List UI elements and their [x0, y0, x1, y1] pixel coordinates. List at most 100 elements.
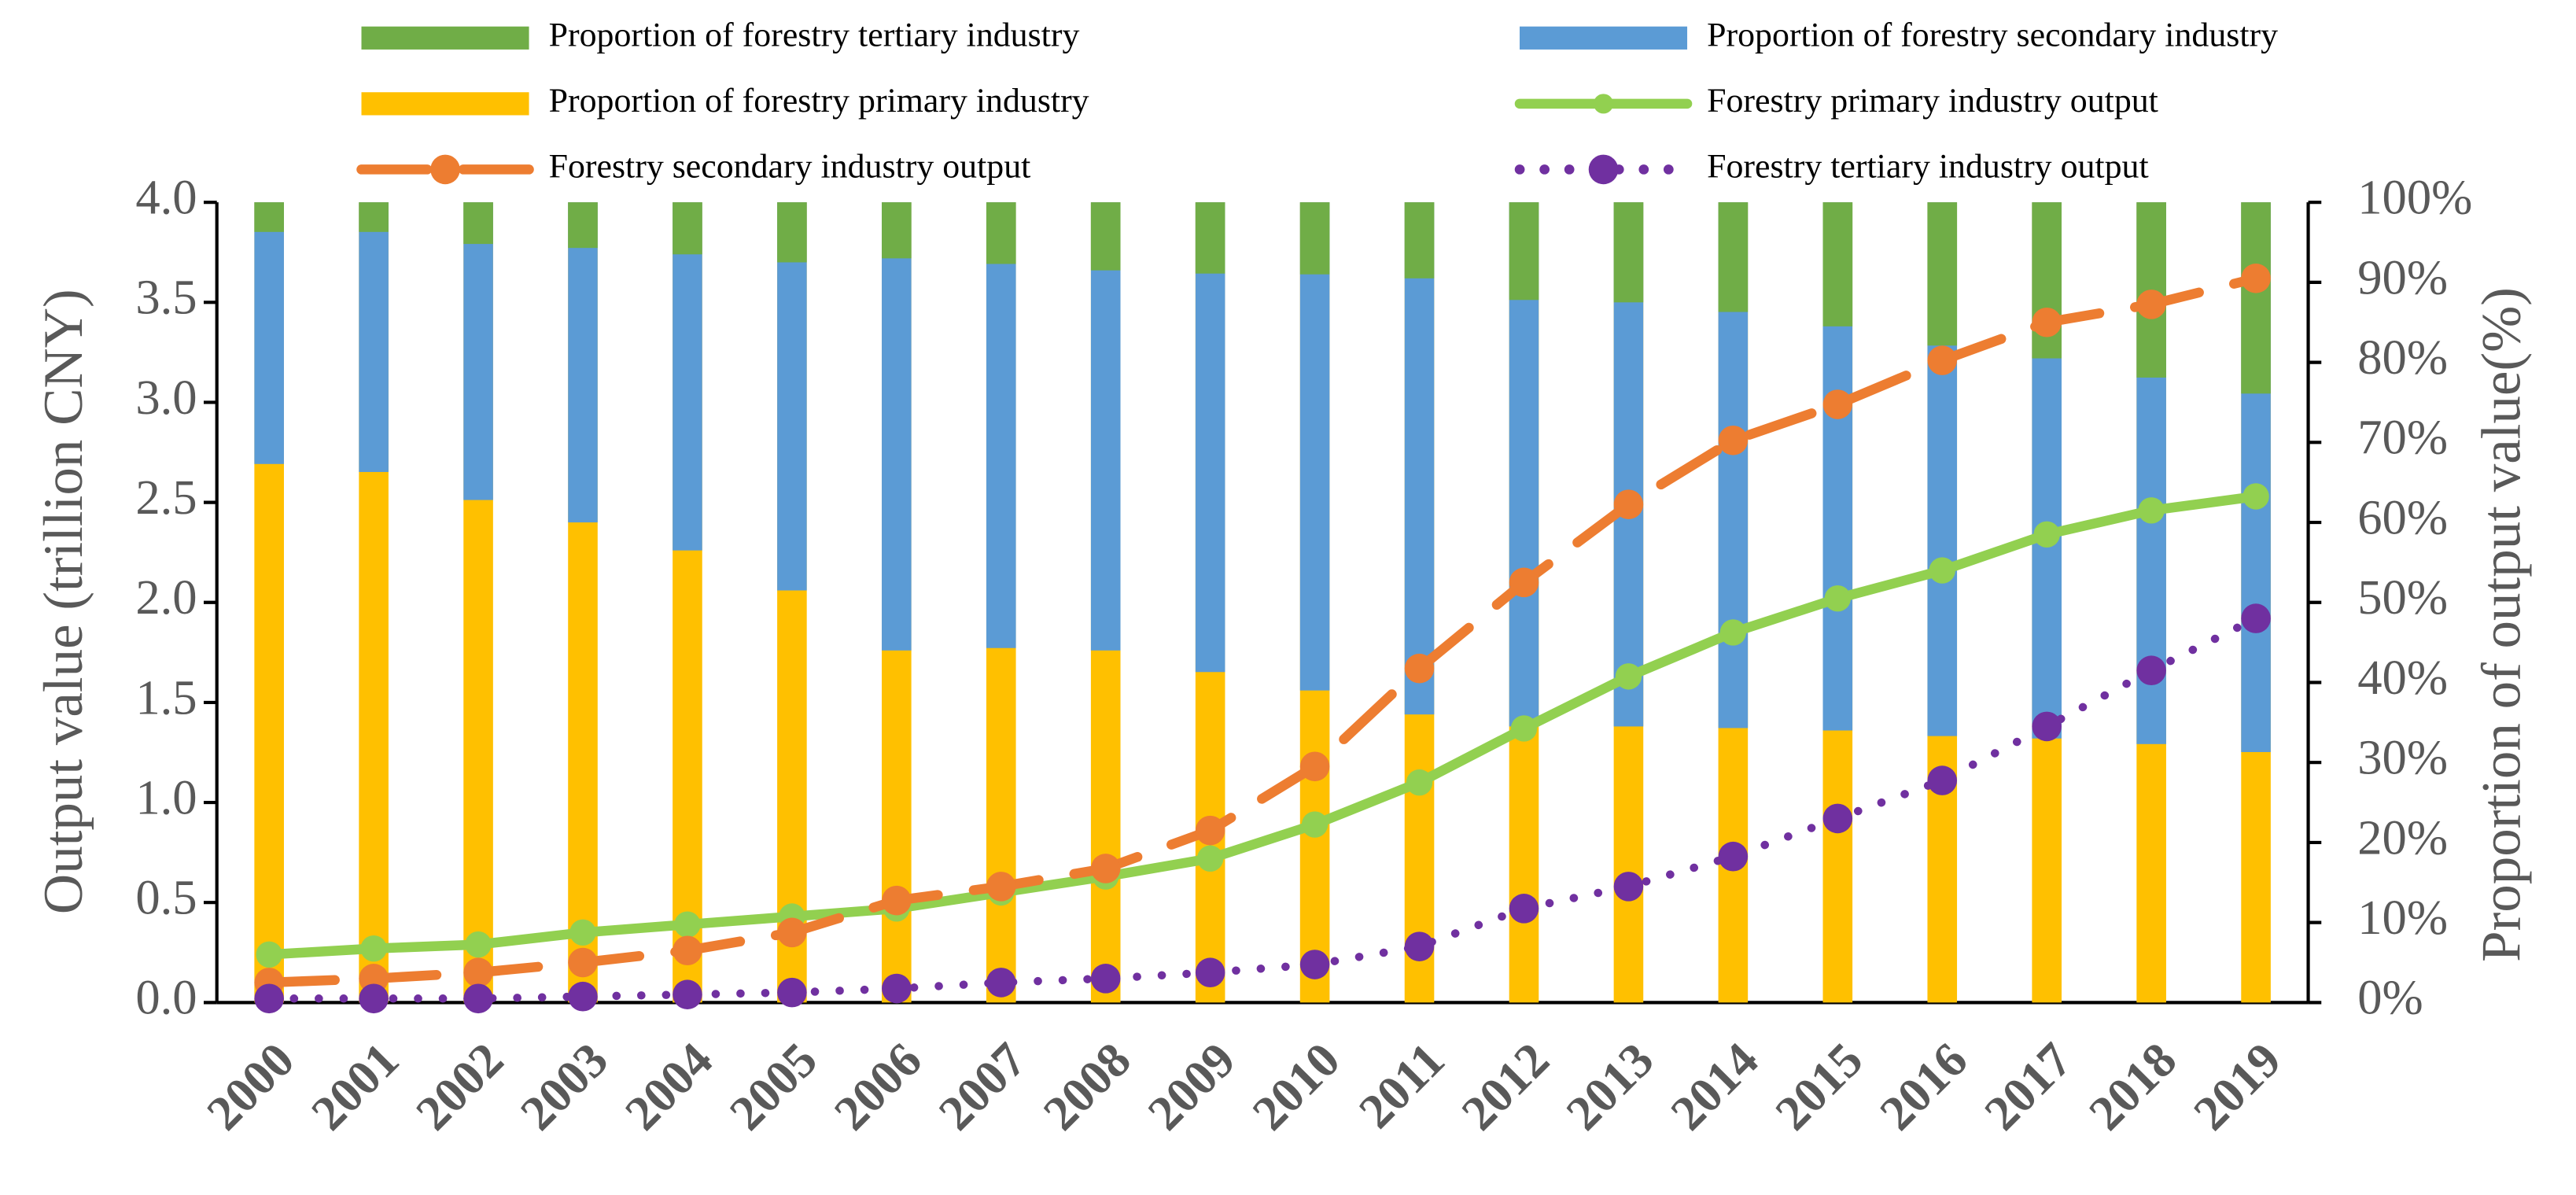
- line-marker: [1719, 619, 1747, 646]
- line-marker: [1404, 931, 1435, 961]
- bar-segment: [1404, 202, 1435, 278]
- line-marker: [2242, 483, 2269, 510]
- y2-tick-label: 90%: [2357, 249, 2448, 304]
- line-marker: [1927, 345, 1958, 375]
- line-marker: [1927, 765, 1958, 795]
- line-marker: [465, 931, 492, 958]
- bar-segment: [673, 202, 702, 551]
- line-marker: [1509, 894, 1539, 924]
- bar-segment: [1822, 202, 1853, 326]
- bar-segment: [882, 202, 912, 651]
- line-marker: [673, 935, 702, 966]
- line-marker: [882, 973, 912, 1004]
- line-marker: [2136, 655, 2166, 686]
- bar-segment: [882, 202, 912, 259]
- y-tick-label: 2.0: [135, 570, 197, 625]
- x-tick-label: 2002: [405, 1032, 514, 1141]
- legend-marker: [1593, 94, 1614, 114]
- bar-segment: [254, 202, 284, 464]
- bar-segment: [359, 202, 389, 472]
- y-tick-label: 1.0: [135, 769, 197, 824]
- line: [263, 273, 2261, 988]
- line-marker: [463, 957, 493, 988]
- line-marker: [1615, 663, 1642, 690]
- x-tick-label: 2014: [1660, 1032, 1768, 1141]
- line-marker: [1404, 653, 1435, 684]
- legend-swatch: [361, 92, 529, 116]
- x-tick-label: 2005: [719, 1032, 827, 1141]
- line-marker: [986, 872, 1016, 902]
- bar-segment: [463, 202, 493, 245]
- x-tick-label: 2010: [1242, 1032, 1351, 1141]
- line-marker: [2241, 264, 2271, 293]
- line-marker: [359, 983, 389, 1014]
- y-tick-label: 3.0: [135, 370, 197, 425]
- line-marker: [1090, 964, 1121, 994]
- line-marker: [1824, 585, 1852, 612]
- legend-label: Proportion of forestry primary industry: [549, 82, 1089, 120]
- line-marker: [1929, 557, 1955, 584]
- bar-segment: [1299, 202, 1330, 275]
- line-marker: [2138, 497, 2165, 524]
- bar-segment: [568, 202, 598, 249]
- line-marker: [254, 983, 284, 1014]
- line-marker: [1090, 854, 1121, 883]
- line-marker: [1299, 950, 1330, 979]
- bar-segment: [463, 202, 493, 500]
- y2-tick-label: 50%: [2357, 570, 2448, 625]
- y2-axis-title: Proportion of output value(%): [2471, 287, 2533, 962]
- legend-label: Forestry secondary industry output: [549, 147, 1031, 185]
- line: [264, 614, 2261, 1003]
- line-marker: [1718, 841, 1749, 872]
- y2-tick-label: 70%: [2357, 410, 2448, 465]
- line-marker: [568, 981, 598, 1012]
- y2-tick-label: 0%: [2357, 970, 2423, 1025]
- line-marker: [882, 885, 912, 916]
- line-marker: [256, 941, 282, 968]
- line-marker: [1195, 815, 1225, 846]
- x-tick-label: 2006: [824, 1032, 932, 1141]
- line-marker: [1301, 811, 1329, 838]
- y-tick-label: 1.5: [135, 669, 197, 725]
- y2-tick-label: 60%: [2357, 489, 2448, 544]
- y2-tick-label: 10%: [2357, 890, 2448, 945]
- line-marker: [674, 911, 701, 938]
- bar-segment: [1090, 202, 1121, 651]
- y2-tick-label: 40%: [2357, 650, 2448, 705]
- legend-swatch: [1519, 26, 1688, 50]
- line-marker: [1509, 567, 1539, 598]
- line-marker: [673, 979, 702, 1009]
- bar-segment: [1613, 202, 1644, 303]
- y-tick-label: 0.5: [135, 870, 197, 925]
- line-marker: [986, 968, 1016, 998]
- y-tick-label: 3.5: [135, 270, 197, 325]
- bar-segment: [254, 202, 284, 232]
- line-marker: [569, 919, 596, 946]
- y2-tick-label: 100%: [2357, 170, 2472, 225]
- bar-segment: [777, 202, 807, 591]
- line-marker: [1822, 389, 1853, 419]
- line-marker: [2136, 290, 2166, 319]
- line-marker: [2032, 307, 2062, 337]
- bar-segment: [1195, 202, 1225, 274]
- bar-segment: [1299, 202, 1330, 691]
- line-marker: [777, 917, 807, 948]
- x-tick-label: 2017: [1973, 1032, 2082, 1141]
- line-marker: [2241, 603, 2271, 633]
- y-tick-label: 4.0: [135, 170, 197, 225]
- bar-segment: [673, 202, 702, 255]
- legend-swatch: [361, 26, 529, 50]
- x-tick-label: 2001: [300, 1032, 409, 1141]
- x-tick-label: 2008: [1033, 1032, 1141, 1141]
- bar-segment: [1718, 202, 1749, 312]
- x-tick-label: 2009: [1137, 1032, 1246, 1141]
- bar-segment: [1090, 202, 1121, 271]
- line-marker: [1510, 715, 1538, 742]
- line-marker: [2033, 521, 2060, 548]
- y2-tick-label: 80%: [2357, 330, 2448, 385]
- y2-tick-label: 20%: [2357, 810, 2448, 865]
- line-marker: [2032, 711, 2062, 742]
- line-marker: [568, 947, 598, 978]
- line-marker: [1195, 957, 1225, 988]
